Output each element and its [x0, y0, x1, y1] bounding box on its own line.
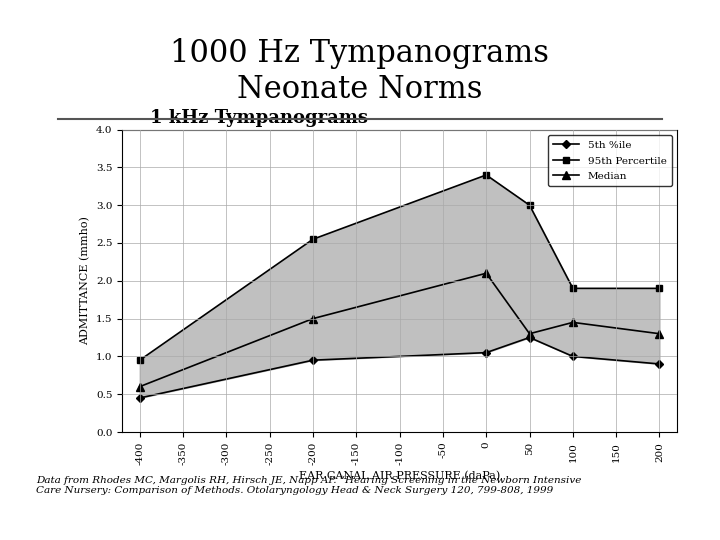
Text: 1000 Hz Tympanograms
Neonate Norms: 1000 Hz Tympanograms Neonate Norms — [171, 38, 549, 105]
Text: 1 kHz Tympanograms: 1 kHz Tympanograms — [150, 109, 368, 127]
X-axis label: EAR CANAL AIR PRESSURE (daPa): EAR CANAL AIR PRESSURE (daPa) — [299, 471, 500, 481]
Text: Data from Rhodes MC, Margolis RH, Hirsch JE, Napp AP. “Hearing Screening in the : Data from Rhodes MC, Margolis RH, Hirsch… — [36, 475, 581, 495]
Legend: 5th %ile, 95th Percertile, Median: 5th %ile, 95th Percertile, Median — [548, 135, 672, 186]
Y-axis label: ADMITTANCE (mmho): ADMITTANCE (mmho) — [81, 217, 91, 345]
